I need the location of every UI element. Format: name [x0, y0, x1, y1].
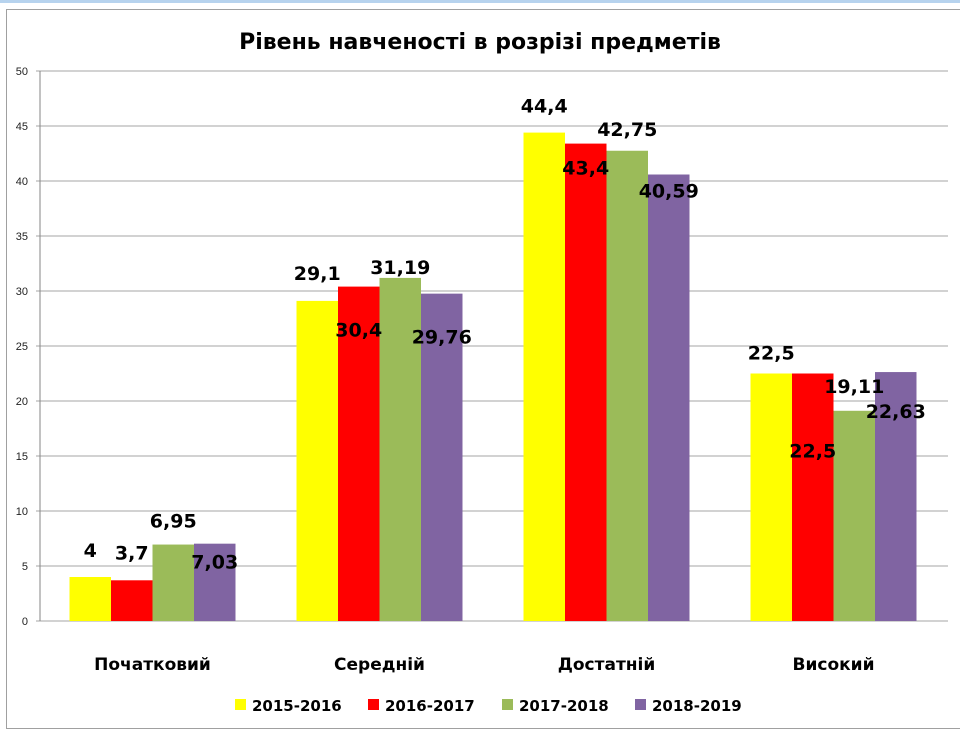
category-label: Достатній	[558, 655, 656, 675]
category-label: Початковий	[94, 655, 211, 675]
y-tick-label: 10	[16, 506, 28, 518]
bar-2015-2016-2	[523, 132, 565, 621]
legend-swatch	[635, 699, 646, 710]
legend-label: 2016-2017	[385, 697, 475, 715]
legend-swatch	[368, 699, 379, 710]
y-tick-label: 0	[22, 616, 28, 628]
legend-item: 2016-2017	[368, 697, 475, 715]
data-label: 30,4	[335, 320, 382, 342]
data-label: 31,19	[370, 257, 430, 279]
data-label: 43,4	[562, 158, 609, 180]
data-label: 7,03	[191, 552, 238, 574]
legend-item: 2015-2016	[235, 697, 342, 715]
data-label: 22,63	[866, 401, 926, 423]
data-label: 29,1	[294, 263, 341, 285]
bar-2016-2017-2	[565, 143, 607, 621]
data-label: 40,59	[639, 181, 699, 203]
legend-item: 2018-2019	[635, 697, 742, 715]
bar-2018-2019-2	[648, 174, 690, 621]
y-tick-label: 20	[16, 396, 28, 408]
data-label: 22,5	[789, 441, 836, 463]
bar-2017-2018-0	[152, 544, 194, 621]
bar-2017-2018-2	[606, 150, 648, 621]
bar-2017-2018-3	[833, 410, 875, 621]
y-tick-label: 40	[16, 176, 28, 188]
y-tick-label: 25	[16, 341, 28, 353]
y-tick-label: 15	[16, 451, 28, 463]
y-tick-label: 30	[16, 286, 28, 298]
bar-2015-2016-3	[750, 373, 792, 621]
legend-item: 2017-2018	[502, 697, 609, 715]
bar-2015-2016-0	[69, 577, 111, 621]
chart-title: Рівень навченості в розрізі предметів	[239, 30, 721, 55]
bar-2016-2017-3	[792, 373, 834, 621]
data-label: 42,75	[597, 119, 657, 141]
category-label: Середній	[334, 655, 425, 675]
bar-2016-2017-0	[111, 580, 153, 621]
legend-swatch	[235, 699, 246, 710]
data-label: 19,11	[824, 376, 884, 398]
data-label: 44,4	[521, 96, 568, 118]
bar-2016-2017-1	[338, 286, 380, 621]
y-tick-label: 35	[16, 231, 28, 243]
legend-label: 2018-2019	[652, 697, 742, 715]
bar-2017-2018-1	[379, 277, 421, 621]
legend-label: 2015-2016	[252, 697, 342, 715]
bar-2018-2019-1	[421, 293, 463, 621]
data-label: 22,5	[748, 343, 795, 365]
data-label: 3,7	[115, 542, 149, 564]
bar-2018-2019-3	[875, 372, 917, 621]
y-tick-label: 5	[22, 561, 28, 573]
data-label: 29,76	[412, 327, 472, 349]
data-label: 6,95	[150, 511, 197, 533]
category-label: Високий	[793, 655, 875, 675]
legend-swatch	[502, 699, 513, 710]
top-strip	[0, 0, 960, 3]
bar-2015-2016-1	[296, 300, 338, 621]
legend-label: 2017-2018	[519, 697, 609, 715]
y-tick-label: 45	[16, 121, 28, 133]
bar-2018-2019-0	[194, 543, 236, 621]
data-label: 4	[84, 540, 97, 562]
y-tick-label: 50	[16, 66, 28, 78]
